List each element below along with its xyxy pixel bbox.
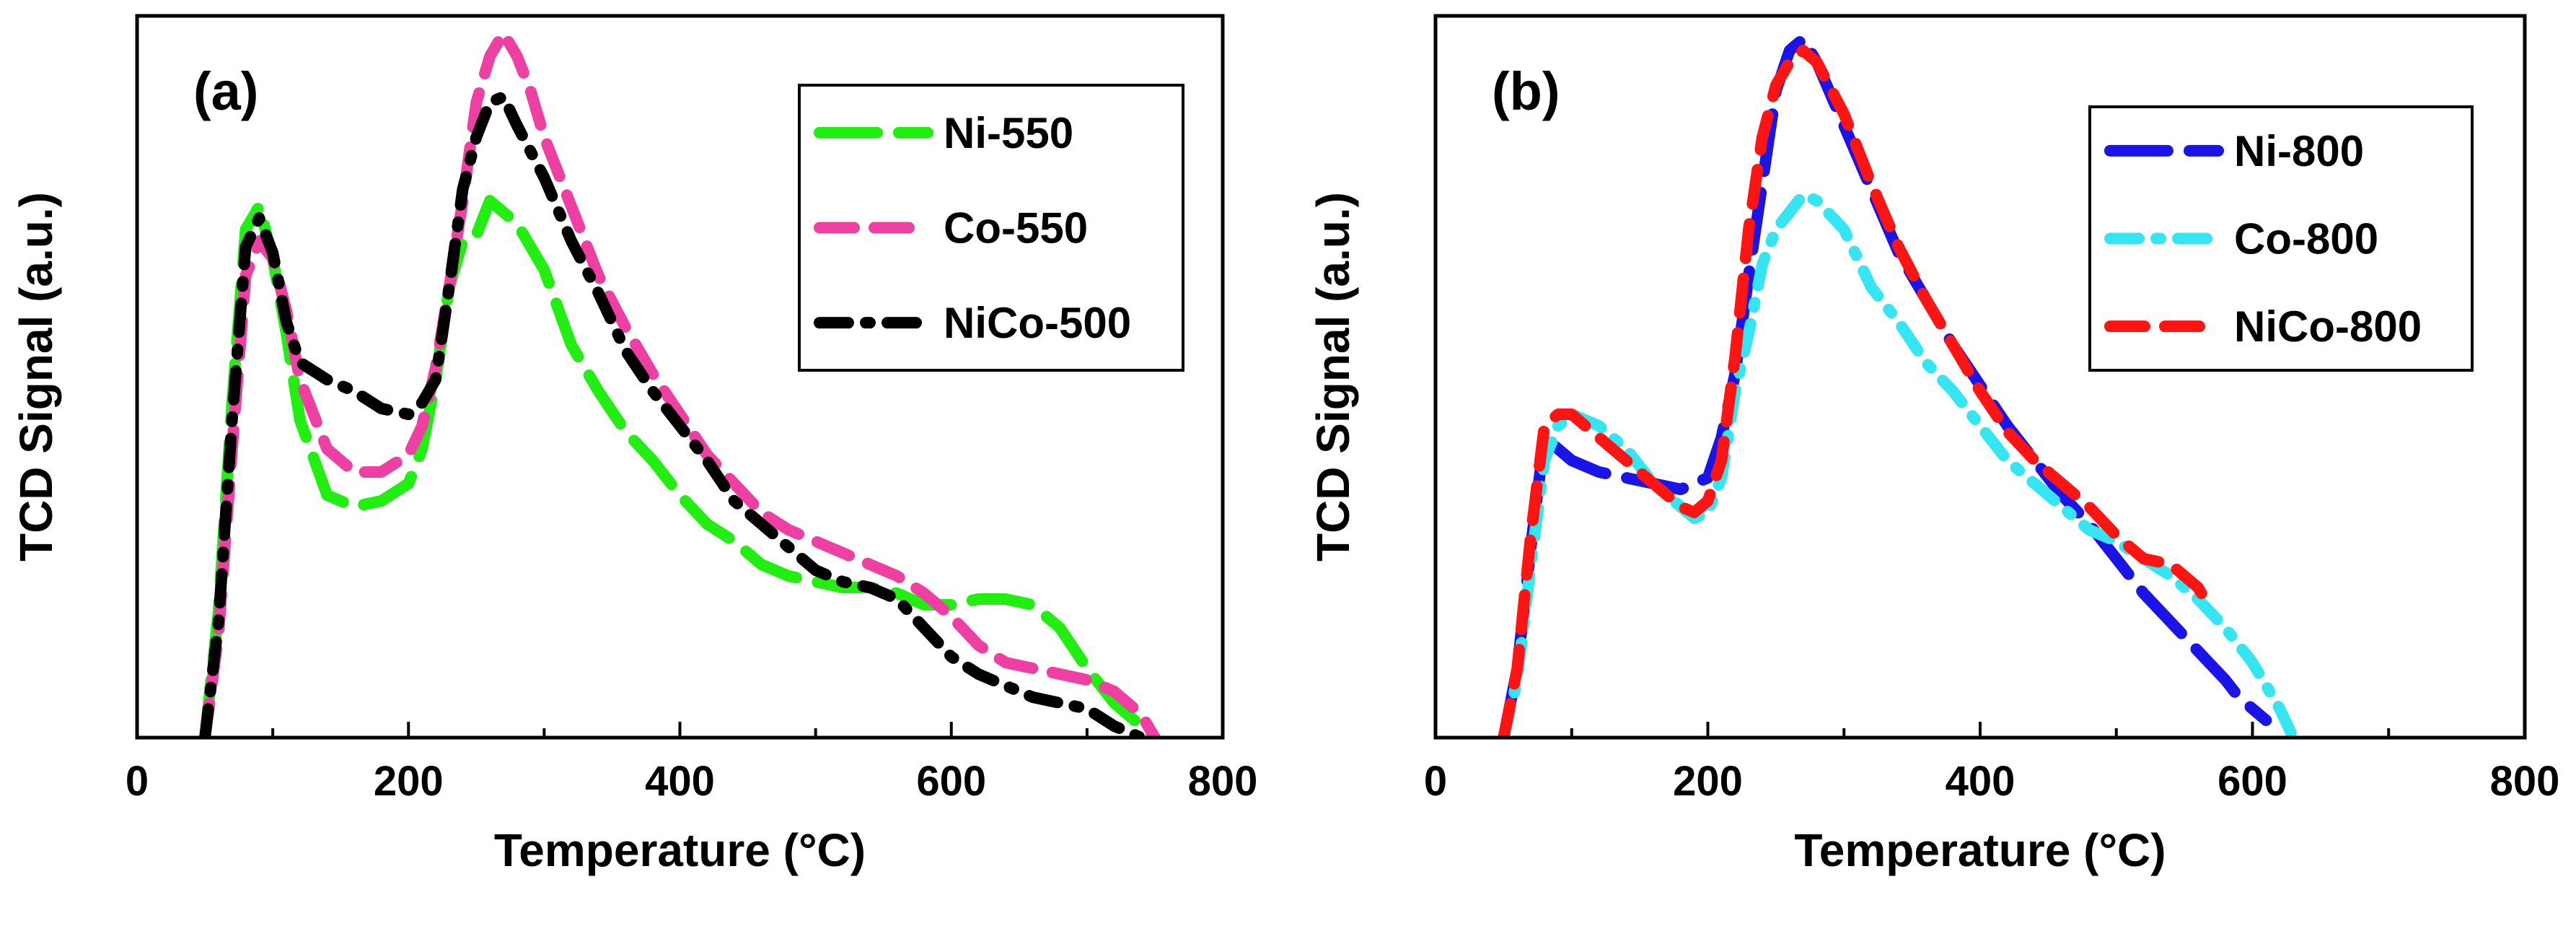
legend-label: Co-800	[2234, 215, 2378, 263]
x-axis-title: Temperature (°C)	[494, 824, 866, 876]
x-tick-label: 200	[1673, 758, 1743, 805]
legend-label: Ni-550	[944, 109, 1073, 157]
panel-label: (b)	[1492, 61, 1560, 121]
panel-a: 0 200 400 600 800 Temperature (°C) TCD Signal …	[10, 14, 1258, 876]
x-tick-label: 200	[374, 758, 444, 805]
panel-b: 0 200 400 600 800 Temperature (°C) TCD Signal …	[1307, 14, 2560, 876]
series-group	[1498, 33, 2300, 738]
series-group	[199, 27, 1161, 738]
x-tick-label: 800	[2490, 758, 2560, 805]
x-axis-title: Temperature (°C)	[1794, 824, 2166, 876]
series-line-co-550	[199, 27, 1161, 738]
x-tick-label: 400	[1946, 758, 2015, 805]
legend-label: Ni-800	[2234, 127, 2364, 175]
x-tick-label: 0	[1424, 758, 1447, 805]
legend-label: NiCo-500	[944, 299, 1131, 347]
series-line-ni-550	[199, 195, 1161, 738]
x-tick-label: 400	[645, 758, 715, 805]
x-tick-label: 600	[2217, 758, 2287, 805]
legend-label: NiCo-800	[2234, 302, 2422, 351]
series-line-nico-800	[1498, 45, 2217, 738]
legend-label: Co-550	[944, 204, 1088, 253]
y-axis-title: TCD Signal (a.u.)	[10, 192, 62, 562]
legend: Ni-550 Co-550 NiCo-500	[798, 84, 1184, 372]
legend: Ni-800 Co-800 NiCo-800	[2088, 105, 2474, 372]
x-tick-label: 800	[1188, 758, 1258, 805]
x-tick-label: 0	[126, 758, 149, 805]
panel-label: (a)	[193, 61, 258, 121]
x-tick-label: 600	[916, 758, 986, 805]
series-line-nico-500	[199, 91, 1148, 738]
y-axis-title: TCD Signal (a.u.)	[1307, 192, 1359, 562]
